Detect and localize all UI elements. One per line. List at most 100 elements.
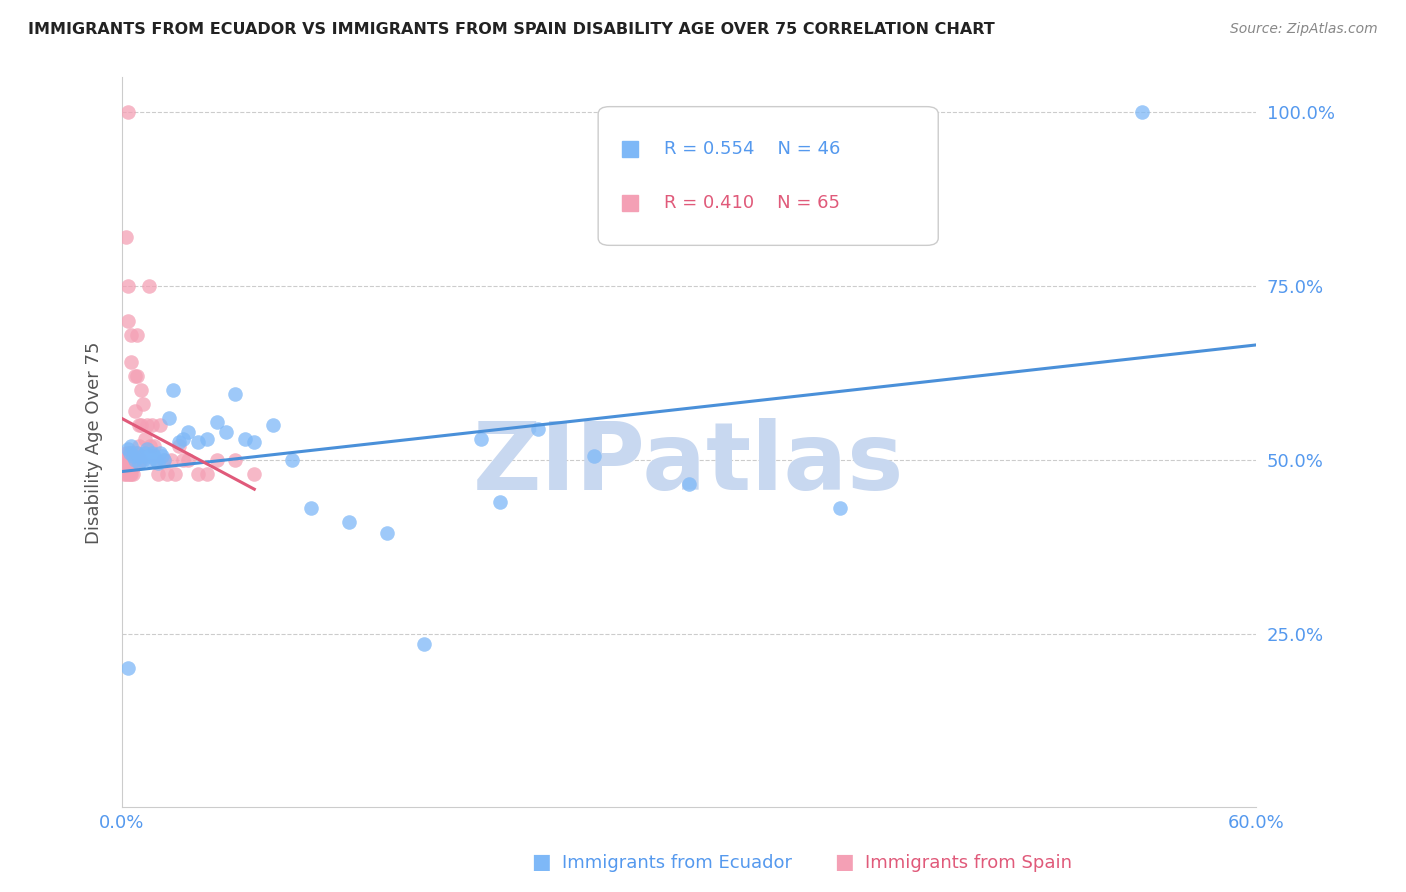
Point (118, 446, 141, 460)
Point (678, 477, 700, 491)
Point (122, 467, 145, 481)
Point (117, 442, 139, 457)
Point (233, 432, 256, 446)
Point (177, 425, 200, 439)
Point (337, 516, 360, 530)
Point (128, 453, 150, 467)
Point (128, 439, 150, 453)
Point (138, 279, 160, 293)
Point (152, 453, 174, 467)
Point (139, 439, 162, 453)
Point (215, 425, 238, 439)
Point (124, 453, 146, 467)
Text: Immigrants from Ecuador: Immigrants from Ecuador (562, 855, 793, 872)
Point (172, 453, 194, 467)
Point (299, 501, 322, 516)
Point (243, 435, 266, 450)
Point (124, 369, 146, 384)
Point (114, 446, 136, 460)
Point (122, 446, 145, 460)
Point (167, 435, 190, 450)
Point (143, 450, 166, 464)
Point (112, 467, 135, 481)
Point (141, 446, 163, 460)
Point (413, 637, 436, 651)
Point (162, 384, 184, 398)
Point (243, 467, 266, 481)
Point (129, 418, 152, 433)
Point (167, 439, 190, 453)
Point (128, 456, 150, 470)
Point (118, 453, 141, 467)
Point (177, 453, 200, 467)
Point (172, 432, 194, 446)
Point (160, 453, 183, 467)
Point (187, 435, 209, 450)
Point (157, 411, 180, 425)
Point (149, 446, 172, 460)
Point (145, 453, 167, 467)
Point (134, 432, 156, 446)
Point (118, 446, 141, 460)
Point (129, 384, 152, 398)
Point (470, 432, 492, 446)
Point (117, 446, 139, 460)
Point (143, 439, 166, 453)
Point (121, 453, 143, 467)
Point (129, 453, 152, 467)
Point (489, 494, 512, 508)
Text: ZIPatlas: ZIPatlas (474, 418, 904, 510)
Point (127, 446, 149, 460)
Point (375, 525, 398, 540)
Point (114, 459, 136, 474)
Point (121, 446, 143, 460)
Point (121, 467, 143, 481)
Point (583, 450, 606, 464)
Point (121, 439, 143, 453)
Point (112, 459, 135, 474)
Point (124, 404, 146, 418)
Y-axis label: Disability Age Over 75: Disability Age Over 75 (86, 342, 103, 544)
Point (150, 450, 173, 464)
Point (146, 467, 169, 481)
Point (112, 453, 135, 467)
Point (132, 453, 155, 467)
Point (114, 230, 136, 244)
Point (205, 415, 228, 429)
Point (117, 459, 139, 474)
Point (149, 418, 172, 433)
Point (128, 418, 150, 433)
Point (1130, 105, 1153, 120)
Point (195, 432, 218, 446)
Point (134, 446, 156, 460)
Point (127, 446, 149, 460)
Point (281, 453, 304, 467)
Point (124, 446, 146, 460)
Text: Immigrants from Spain: Immigrants from Spain (865, 855, 1071, 872)
Text: Source: ZipAtlas.com: Source: ZipAtlas.com (1230, 22, 1378, 37)
Point (129, 450, 152, 464)
Point (262, 418, 284, 433)
Text: ■: ■ (834, 853, 853, 872)
Point (117, 105, 139, 120)
Point (205, 453, 228, 467)
Point (114, 467, 136, 481)
Point (117, 279, 139, 293)
Point (146, 456, 169, 470)
Point (122, 450, 145, 464)
Point (135, 442, 157, 457)
Point (117, 314, 139, 328)
Point (121, 459, 143, 474)
Point (118, 459, 141, 474)
Point (138, 450, 160, 464)
Point (117, 661, 139, 675)
Text: IMMIGRANTS FROM ECUADOR VS IMMIGRANTS FROM SPAIN DISABILITY AGE OVER 75 CORRELAT: IMMIGRANTS FROM ECUADOR VS IMMIGRANTS FR… (28, 22, 995, 37)
Point (117, 467, 139, 481)
Point (526, 421, 548, 435)
FancyBboxPatch shape (598, 107, 938, 245)
Point (122, 453, 145, 467)
Point (124, 453, 146, 467)
Point (152, 453, 174, 467)
Point (114, 453, 136, 467)
Text: R = 0.554    N = 46: R = 0.554 N = 46 (664, 140, 841, 158)
